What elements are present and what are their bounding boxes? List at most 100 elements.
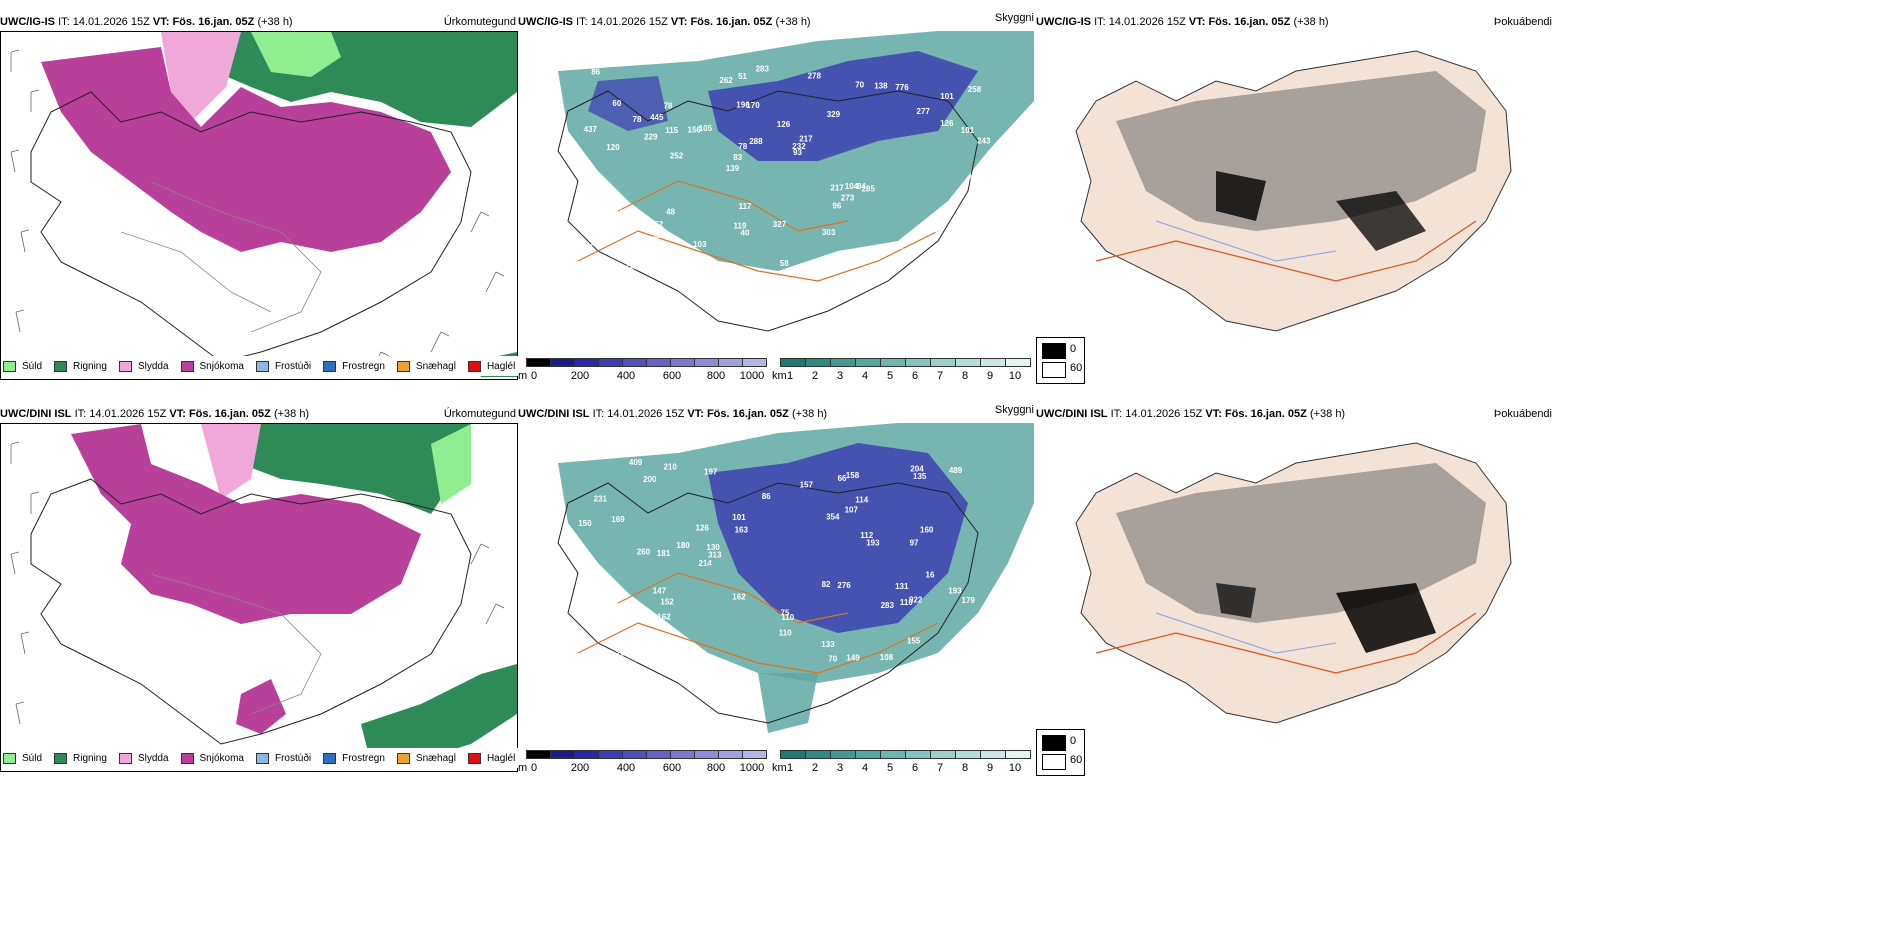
legend-swatch <box>467 752 481 764</box>
colorbar-segment <box>955 358 981 367</box>
sleet-area <box>201 424 261 499</box>
ceiling-value-label: 107 <box>845 505 859 514</box>
visibility-colorbar: km 1 2 3 4 5 6 7 8 9 10 <box>772 750 1034 775</box>
colorbar-tick: 2 <box>811 370 819 382</box>
ceiling-value-label: 303 <box>822 228 836 237</box>
legend-swatch <box>118 360 132 372</box>
wind-barbs <box>10 441 505 725</box>
legend-item: Frostregn <box>323 360 385 372</box>
drizzle-area <box>251 32 341 77</box>
road-network <box>1095 612 1477 674</box>
vt-prefix: VT: <box>169 408 186 420</box>
colorbar-segment <box>526 750 551 759</box>
colorbar-segment <box>1005 358 1031 367</box>
legend-swatch <box>1042 343 1066 359</box>
vt-prefix: VT: <box>152 16 170 28</box>
ceiling-value-label: 110 <box>779 628 792 637</box>
ceiling-value-label: 83 <box>733 153 742 162</box>
ceiling-value-label: 58 <box>780 259 789 268</box>
ceiling-value-label: 130 <box>706 543 720 552</box>
ceiling-value-label: 217 <box>830 183 844 192</box>
iceland-coastline <box>30 478 472 745</box>
panel-header: UWC/IG-IS IT: 14.01.2026 15Z VT: Fös. 16… <box>1036 13 1554 31</box>
vt-time: Fös. 16.jan. 05Z <box>690 16 773 28</box>
it-prefix: IT: <box>74 408 87 420</box>
ceiling-value-label: 110 <box>900 598 913 607</box>
legend-swatch <box>396 360 410 372</box>
ceiling-value-label: 339 <box>665 245 679 254</box>
colorbar-segment <box>670 358 695 367</box>
colorbar-segment <box>980 358 1006 367</box>
fog-panel-bottom: UWC/DINI ISL IT: 14.01.2026 15Z VT: Fös.… <box>1036 405 1554 772</box>
vt-prefix: VT: <box>687 408 704 420</box>
fog-panel-top: UWC/IG-IS IT: 14.01.2026 15Z VT: Fös. 16… <box>1036 13 1554 380</box>
ceiling-value-label: 890 <box>934 248 948 257</box>
colorbar-tick: 800 <box>706 762 726 774</box>
ceiling-value-label: 157 <box>800 481 814 490</box>
legend-swatch <box>255 360 269 372</box>
ceiling-value-label: 197 <box>704 468 718 477</box>
model-name: UWC/IG-IS <box>518 16 573 28</box>
ceiling-value-label: 104 <box>845 182 859 191</box>
colorbar-segment <box>550 358 575 367</box>
ceiling-value-label: 152 <box>660 598 674 607</box>
ceiling-value-label: 147 <box>653 587 667 596</box>
ceiling-value-label: 112 <box>589 230 602 239</box>
lead-time: (+38 h) <box>1309 408 1346 420</box>
road-network <box>617 572 849 624</box>
colorbar-segment <box>718 750 743 759</box>
ceiling-value-label: 327 <box>773 220 787 229</box>
colorbar-segment <box>930 358 956 367</box>
road-network <box>577 230 939 282</box>
ceiling-value-label: 204 <box>910 465 924 474</box>
fog-map-svg <box>1036 423 1554 743</box>
ceiling-value-label: 48 <box>666 207 675 216</box>
colorbar-unit: m <box>518 370 528 382</box>
colorbar-segment <box>930 750 956 759</box>
ceiling-value-label: 285 <box>862 185 876 194</box>
ceiling-value-label: 78 <box>664 101 673 110</box>
colorbar-segment <box>646 750 671 759</box>
ceiling-value-label: 160 <box>920 526 934 535</box>
ceiling-value-label: 86 <box>591 68 600 77</box>
legend-swatch <box>180 360 194 372</box>
panel-header: UWC/IG-IS IT: 14.01.2026 15Z VT: Fös. 16… <box>0 13 518 31</box>
fog-high-area <box>1216 583 1256 618</box>
ceiling-value-label: 173 <box>624 254 638 263</box>
colorbar-tick: 200 <box>570 370 590 382</box>
ceiling-value-label: 131 <box>895 582 909 591</box>
vt-prefix: VT: <box>1188 16 1206 28</box>
colorbar-segment <box>622 358 647 367</box>
lead-time: (+38 h) <box>273 408 310 420</box>
low-visibility-area <box>758 673 818 733</box>
colorbar-segment <box>1005 750 1031 759</box>
ceiling-value-label: 243 <box>977 137 991 146</box>
colorbar-tick: 5 <box>886 370 894 382</box>
ceiling-value-label: 115 <box>665 126 678 135</box>
legend-swatch <box>118 752 132 764</box>
ceiling-value-label: 110 <box>781 613 794 622</box>
colorbar-segment <box>550 750 575 759</box>
legend-item: Haglél <box>467 360 515 372</box>
colorbar-segment <box>718 358 743 367</box>
it-time: 14.01.2026 15Z <box>72 16 150 28</box>
colorbar-segment <box>598 358 623 367</box>
ceiling-value-label: 70 <box>855 80 864 89</box>
ceiling-value-label: 86 <box>762 492 771 501</box>
ceiling-value-label: 155 <box>907 637 921 646</box>
road-lines <box>150 573 322 715</box>
ceiling-value-label: 158 <box>846 471 860 480</box>
vt-time: Fös. 16.jan. 05Z <box>706 408 789 420</box>
vt-time: Fös. 16.jan. 05Z <box>188 408 271 420</box>
colorbar-segment <box>830 358 856 367</box>
ceiling-value-label: 200 <box>643 475 657 484</box>
legend-swatch <box>3 752 16 764</box>
legend-item: Súld <box>3 360 42 372</box>
ceiling-value-label: 193 <box>948 587 962 596</box>
it-prefix: IT: <box>1110 408 1123 420</box>
colorbar-tick: 1 <box>786 762 794 774</box>
legend-item: Haglél <box>467 752 515 764</box>
ceiling-value-label: 105 <box>699 124 713 133</box>
colorbar-tick: 5 <box>886 762 894 774</box>
vt-prefix: VT: <box>670 16 688 28</box>
